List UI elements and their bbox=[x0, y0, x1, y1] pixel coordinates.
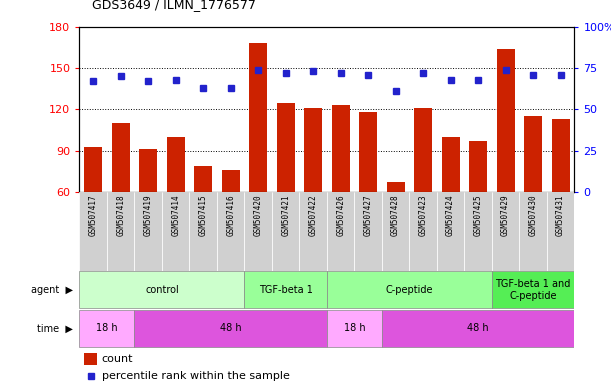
Bar bbox=[277, 103, 295, 275]
Bar bbox=[359, 112, 377, 275]
Text: GSM507431: GSM507431 bbox=[556, 194, 565, 236]
Bar bbox=[382, 192, 409, 271]
Text: GSM507420: GSM507420 bbox=[254, 194, 263, 236]
Bar bbox=[519, 192, 547, 271]
Bar bbox=[79, 310, 134, 347]
Text: C-peptide: C-peptide bbox=[386, 285, 433, 295]
Text: GSM507423: GSM507423 bbox=[419, 194, 428, 236]
Bar bbox=[244, 271, 327, 308]
Text: 48 h: 48 h bbox=[467, 323, 489, 333]
Text: GSM507428: GSM507428 bbox=[391, 194, 400, 236]
Bar bbox=[327, 310, 382, 347]
Text: GSM507417: GSM507417 bbox=[89, 194, 98, 236]
Bar bbox=[524, 116, 542, 275]
Bar bbox=[134, 192, 162, 271]
Bar bbox=[162, 192, 189, 271]
Bar bbox=[327, 271, 492, 308]
Bar bbox=[299, 192, 327, 271]
Bar bbox=[244, 192, 272, 271]
Bar bbox=[84, 147, 102, 275]
Bar bbox=[249, 43, 267, 275]
Bar bbox=[382, 310, 574, 347]
Bar bbox=[217, 192, 244, 271]
Text: control: control bbox=[145, 285, 179, 295]
Bar bbox=[332, 105, 349, 275]
Bar bbox=[442, 137, 459, 275]
Text: percentile rank within the sample: percentile rank within the sample bbox=[101, 371, 290, 381]
Bar bbox=[409, 192, 437, 271]
Bar bbox=[464, 192, 492, 271]
Bar bbox=[437, 192, 464, 271]
Bar bbox=[84, 353, 97, 365]
Bar bbox=[112, 123, 130, 275]
Text: GSM507430: GSM507430 bbox=[529, 194, 538, 236]
Text: GSM507426: GSM507426 bbox=[336, 194, 345, 236]
Bar bbox=[134, 310, 327, 347]
Bar bbox=[167, 137, 185, 275]
Bar bbox=[194, 166, 212, 275]
Text: TGF-beta 1: TGF-beta 1 bbox=[258, 285, 313, 295]
Text: time  ▶: time ▶ bbox=[37, 323, 73, 333]
Bar bbox=[327, 192, 354, 271]
Bar bbox=[304, 108, 322, 275]
Bar bbox=[414, 108, 432, 275]
Text: 48 h: 48 h bbox=[220, 323, 241, 333]
Text: GSM507425: GSM507425 bbox=[474, 194, 483, 236]
Text: agent  ▶: agent ▶ bbox=[31, 285, 73, 295]
Bar bbox=[387, 182, 404, 275]
Bar bbox=[222, 170, 240, 275]
Text: 18 h: 18 h bbox=[343, 323, 365, 333]
Bar bbox=[497, 49, 514, 275]
Text: GSM507427: GSM507427 bbox=[364, 194, 373, 236]
Bar bbox=[354, 192, 382, 271]
Bar bbox=[492, 271, 574, 308]
Text: count: count bbox=[101, 354, 133, 364]
Text: GSM507422: GSM507422 bbox=[309, 194, 318, 236]
Text: GSM507416: GSM507416 bbox=[226, 194, 235, 236]
Bar bbox=[79, 271, 244, 308]
Text: GSM507418: GSM507418 bbox=[116, 194, 125, 236]
Text: GSM507414: GSM507414 bbox=[171, 194, 180, 236]
Text: GDS3649 / ILMN_1776577: GDS3649 / ILMN_1776577 bbox=[92, 0, 255, 12]
Bar bbox=[79, 192, 107, 271]
Bar bbox=[139, 149, 157, 275]
Text: 18 h: 18 h bbox=[96, 323, 118, 333]
Text: GSM507421: GSM507421 bbox=[281, 194, 290, 236]
Text: GSM507429: GSM507429 bbox=[501, 194, 510, 236]
Text: GSM507424: GSM507424 bbox=[446, 194, 455, 236]
Bar bbox=[189, 192, 217, 271]
Text: TGF-beta 1 and
C-peptide: TGF-beta 1 and C-peptide bbox=[496, 279, 571, 301]
Bar bbox=[552, 119, 569, 275]
Text: GSM507419: GSM507419 bbox=[144, 194, 153, 236]
Bar bbox=[492, 192, 519, 271]
Bar bbox=[107, 192, 134, 271]
Bar bbox=[469, 141, 487, 275]
Text: GSM507415: GSM507415 bbox=[199, 194, 208, 236]
Bar bbox=[272, 192, 299, 271]
Bar bbox=[547, 192, 574, 271]
